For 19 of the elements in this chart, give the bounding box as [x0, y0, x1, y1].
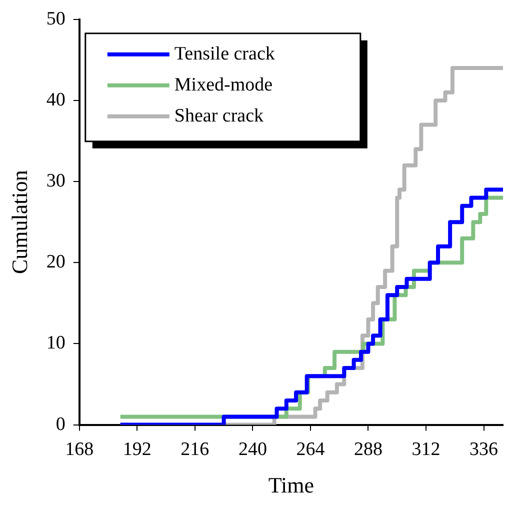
y-tick-label: 40	[46, 89, 66, 110]
legend-label: Shear crack	[174, 105, 264, 126]
x-tick-label: 216	[180, 439, 210, 460]
y-tick-label: 50	[46, 8, 66, 30]
y-tick-label: 0	[56, 414, 66, 435]
x-tick-label: 288	[354, 439, 382, 460]
x-tick-label: 192	[122, 439, 152, 460]
x-axis-title: Time	[268, 472, 314, 498]
y-tick-label: 10	[46, 332, 66, 354]
x-tick-label: 168	[65, 439, 94, 460]
y-axis-title: Cumulation	[6, 170, 32, 274]
x-tick-label: 264	[296, 439, 326, 460]
x-tick-label: 240	[238, 439, 267, 460]
legend-label: Tensile crack	[174, 43, 276, 64]
x-tick-label: 312	[412, 439, 440, 460]
legend-label: Mixed-mode	[174, 74, 273, 96]
y-tick-label: 30	[46, 170, 66, 192]
x-tick-label: 336	[470, 439, 498, 460]
y-tick-label: 20	[46, 252, 66, 273]
